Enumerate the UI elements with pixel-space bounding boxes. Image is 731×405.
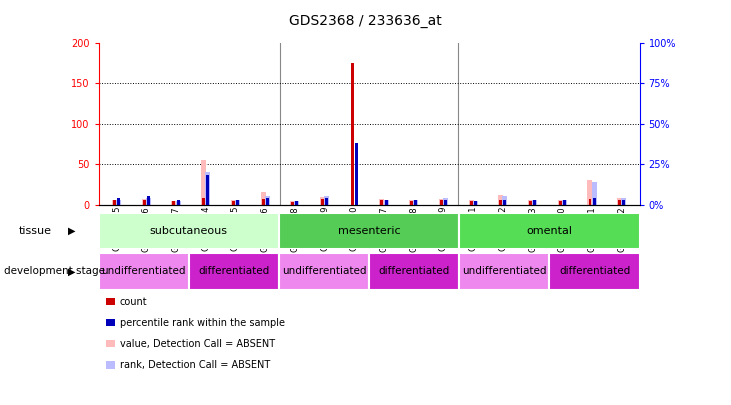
Bar — [622, 200, 625, 205]
Bar — [499, 195, 504, 205]
Bar — [469, 201, 472, 205]
Bar — [143, 200, 145, 205]
Bar — [351, 63, 354, 205]
Bar — [231, 200, 236, 205]
Bar — [189, 253, 279, 290]
Bar — [444, 200, 447, 205]
Text: tissue: tissue — [18, 226, 51, 236]
Bar — [593, 198, 596, 205]
Bar — [177, 200, 180, 205]
Bar — [236, 200, 239, 205]
Bar — [499, 200, 502, 205]
Text: ▶: ▶ — [68, 266, 75, 276]
Text: omental: omental — [526, 226, 572, 236]
Bar — [206, 175, 209, 205]
Bar — [621, 198, 626, 205]
Bar — [147, 196, 150, 205]
Bar — [235, 200, 240, 205]
Bar — [355, 143, 358, 205]
Bar — [528, 200, 533, 205]
Bar — [504, 200, 507, 205]
Bar — [443, 198, 448, 205]
Text: ▶: ▶ — [68, 226, 75, 236]
Text: percentile rank within the sample: percentile rank within the sample — [120, 318, 285, 328]
Bar — [473, 201, 478, 205]
Bar — [290, 201, 295, 205]
Bar — [379, 199, 385, 205]
Text: subcutaneous: subcutaneous — [150, 226, 228, 236]
Bar — [99, 253, 189, 290]
Text: mesenteric: mesenteric — [338, 226, 401, 236]
Bar — [474, 201, 477, 205]
Bar — [414, 200, 417, 205]
Bar — [295, 201, 298, 205]
Bar — [113, 200, 116, 205]
Bar — [324, 196, 329, 205]
Bar — [588, 180, 593, 205]
Bar — [265, 196, 270, 205]
Text: differentiated: differentiated — [559, 266, 630, 276]
Bar — [325, 198, 328, 205]
Text: differentiated: differentiated — [379, 266, 450, 276]
Bar — [502, 196, 507, 205]
Bar — [591, 182, 596, 205]
Bar — [266, 198, 269, 205]
Bar — [142, 199, 147, 205]
Bar — [550, 253, 640, 290]
Bar — [409, 200, 414, 205]
Bar — [320, 197, 325, 205]
Bar — [260, 192, 265, 205]
Bar — [279, 253, 369, 290]
Text: undifferentiated: undifferentiated — [462, 266, 547, 276]
Bar — [384, 200, 389, 205]
Bar — [205, 172, 211, 205]
Text: GDS2368 / 233636_at: GDS2368 / 233636_at — [289, 14, 442, 28]
Bar — [618, 200, 621, 205]
Bar — [175, 201, 181, 205]
Bar — [469, 200, 474, 205]
Text: rank, Detection Call = ABSENT: rank, Detection Call = ABSENT — [120, 360, 270, 370]
Bar — [529, 201, 532, 205]
Bar — [558, 200, 563, 205]
Bar — [563, 200, 566, 205]
Bar — [232, 201, 235, 205]
Bar — [369, 253, 459, 290]
Bar — [439, 199, 444, 205]
Bar — [295, 201, 300, 205]
Bar — [173, 201, 175, 205]
Bar — [116, 200, 121, 205]
Bar — [533, 200, 537, 205]
Bar — [171, 201, 176, 205]
Bar — [112, 200, 117, 205]
Bar — [380, 200, 384, 205]
Text: undifferentiated: undifferentiated — [282, 266, 366, 276]
Bar — [279, 213, 459, 249]
Bar — [410, 201, 413, 205]
Bar — [291, 202, 295, 205]
Bar — [117, 198, 120, 205]
Bar — [617, 198, 622, 205]
Bar — [413, 200, 418, 205]
Bar — [562, 200, 567, 205]
Bar — [532, 200, 537, 205]
Text: count: count — [120, 297, 148, 307]
Bar — [99, 213, 279, 249]
Bar — [321, 199, 324, 205]
Bar — [201, 160, 206, 205]
Bar — [558, 201, 561, 205]
Bar — [262, 199, 265, 205]
Bar — [459, 213, 640, 249]
Text: value, Detection Call = ABSENT: value, Detection Call = ABSENT — [120, 339, 275, 349]
Text: differentiated: differentiated — [198, 266, 270, 276]
Bar — [459, 253, 550, 290]
Text: development stage: development stage — [4, 266, 105, 276]
Bar — [202, 198, 205, 205]
Bar — [588, 199, 591, 205]
Bar — [440, 200, 443, 205]
Bar — [145, 198, 151, 205]
Text: undifferentiated: undifferentiated — [102, 266, 186, 276]
Bar — [385, 200, 387, 205]
